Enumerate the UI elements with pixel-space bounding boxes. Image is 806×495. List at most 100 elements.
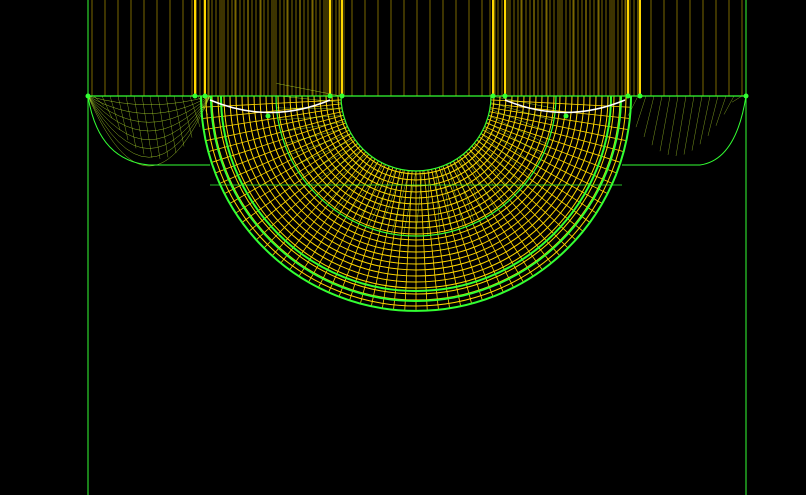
mesh-diagonal <box>308 148 364 186</box>
lobe-boundary <box>622 95 747 166</box>
node-marker <box>563 113 569 119</box>
mesh-radial <box>487 118 621 163</box>
lobe-mesh-line <box>181 95 193 138</box>
mesh-diagonal <box>486 121 543 156</box>
mesh-diagonal <box>458 157 486 218</box>
mesh-radial <box>219 126 348 184</box>
mesh-diagonal <box>490 102 554 121</box>
boundary-arc <box>200 95 632 312</box>
mesh-radial <box>263 148 364 249</box>
node-marker <box>625 93 631 99</box>
mesh-diagonal <box>300 143 359 177</box>
lobe-boundary <box>87 95 210 166</box>
mesh-diagonal <box>345 163 385 218</box>
lobe-mesh-curve <box>87 95 211 167</box>
lobe-mesh-curve <box>87 95 211 149</box>
mesh-radial <box>255 145 361 241</box>
mesh-radial <box>435 168 473 304</box>
mesh-radial <box>471 145 577 241</box>
mesh-radial <box>485 122 617 174</box>
mesh-diagonal <box>490 95 556 109</box>
lobe-mesh-line <box>651 95 663 146</box>
mesh-diagonal <box>468 148 506 204</box>
boundary-arc <box>340 95 492 172</box>
lobe-mesh-line <box>173 95 185 147</box>
mesh-radial <box>488 115 624 153</box>
mesh-radial <box>423 170 439 310</box>
mesh-radial <box>208 115 344 153</box>
mesh-diagonal <box>480 133 531 177</box>
mesh-diagonal <box>403 170 417 236</box>
node-marker <box>327 93 333 99</box>
mesh-radial <box>289 156 373 271</box>
mesh-diagonal <box>325 157 374 204</box>
lobe-mesh-line <box>125 95 137 149</box>
mesh-diagonal <box>488 115 548 145</box>
mesh-diagonal <box>280 121 346 133</box>
mesh-radial <box>338 165 390 297</box>
mesh-diagonal <box>288 133 352 156</box>
mesh-radial <box>393 170 409 310</box>
mesh-radial <box>468 148 569 249</box>
lobe-mesh-line <box>723 95 735 115</box>
mesh-radial <box>248 142 358 232</box>
mesh-diagonal <box>367 168 397 228</box>
mesh-radial <box>442 165 494 297</box>
node-marker <box>192 93 198 99</box>
mesh-radial <box>419 170 428 311</box>
mesh-diagonal <box>316 153 368 195</box>
mesh-radial <box>489 111 627 142</box>
boundary-arc <box>220 95 612 292</box>
lobe-mesh-line <box>197 95 209 116</box>
boundary-arc <box>275 95 557 237</box>
mesh-diagonal <box>435 168 441 234</box>
mesh-diagonal <box>427 169 430 236</box>
lobe-mesh-line <box>715 95 727 126</box>
lobe-mesh-line <box>149 95 161 160</box>
mesh-diagonal <box>415 170 423 237</box>
mesh-radial <box>203 107 342 131</box>
lobe-mesh-curve <box>87 95 211 114</box>
mesh-radial <box>298 158 376 277</box>
lobe-mesh-line <box>101 95 113 119</box>
side-lobe-mesh <box>87 95 743 167</box>
lobe-mesh-line <box>731 95 743 103</box>
semicircle-mesh <box>201 83 631 311</box>
mesh-radial <box>490 103 630 119</box>
mesh-radial <box>318 162 383 288</box>
boundary-lines <box>87 0 747 495</box>
mesh-radial <box>490 107 629 131</box>
node-marker <box>339 93 345 99</box>
mesh-diagonal <box>356 166 391 223</box>
node-marker <box>743 93 749 99</box>
boundary-arc <box>210 95 622 302</box>
lobe-mesh-line <box>157 95 169 158</box>
mesh-radial <box>328 164 386 293</box>
mesh-diagonal <box>453 160 476 224</box>
mesh-radial <box>462 154 552 264</box>
mesh-radial <box>271 151 367 257</box>
lobe-mesh-line <box>707 95 719 136</box>
node-marker <box>265 113 271 119</box>
lobe-mesh-curve <box>87 95 211 123</box>
node-marker <box>637 93 643 99</box>
mesh-diagonal <box>275 95 342 103</box>
lobe-mesh-line <box>691 95 703 151</box>
vertical-mesh-lines <box>91 0 743 96</box>
mesh-radial <box>359 168 397 304</box>
mesh-diagonal <box>447 163 464 228</box>
mesh-diagonal <box>379 169 404 232</box>
lobe-mesh-line <box>117 95 129 141</box>
mesh-radial <box>241 139 356 223</box>
node-marker <box>502 93 508 99</box>
mesh-diagonal <box>463 153 497 212</box>
lobe-mesh-line <box>165 95 177 154</box>
lobe-mesh-line <box>93 95 105 106</box>
highlight-arc <box>504 99 626 114</box>
mesh-radial <box>446 164 504 293</box>
lobe-mesh-line <box>109 95 121 130</box>
mesh-diagonal <box>489 108 552 133</box>
mesh-radial <box>474 142 584 232</box>
